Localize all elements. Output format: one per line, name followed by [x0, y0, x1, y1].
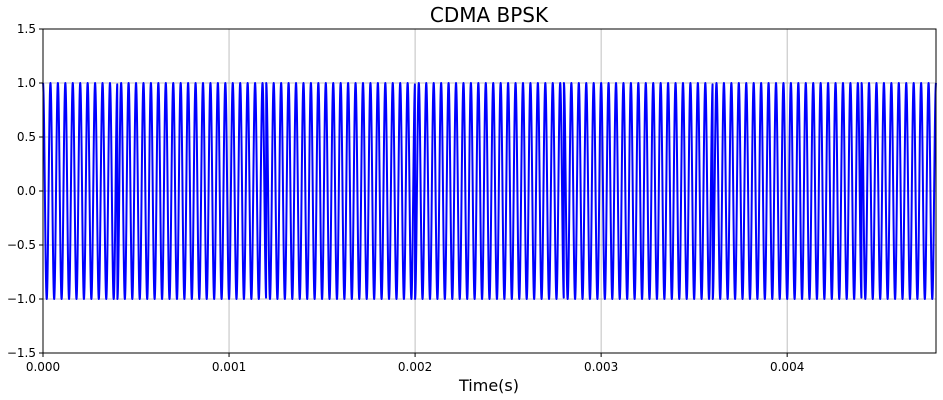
x-axis-ticks: 0.000 0.001 0.002 0.003 0.004	[26, 353, 804, 374]
x-tick-label: 0.003	[584, 360, 618, 374]
x-tick-label: 0.001	[212, 360, 246, 374]
chart-title: CDMA BPSK	[430, 3, 549, 27]
y-tick-label: 0.0	[17, 184, 36, 198]
bpsk-signal-line	[42, 82, 937, 300]
x-axis-label: Time(s)	[458, 376, 519, 395]
y-tick-label: 1.0	[17, 76, 36, 90]
x-tick-label: 0.002	[398, 360, 432, 374]
y-tick-label: −0.5	[7, 238, 36, 252]
signal-series	[42, 82, 937, 300]
x-tick-label: 0.004	[770, 360, 804, 374]
y-tick-label: −1.0	[7, 292, 36, 306]
x-tick-label: 0.000	[26, 360, 60, 374]
grid-lines	[42, 28, 936, 354]
y-axis-ticks: 1.5 1.0 0.5 0.0 −0.5 −1.0 −1.5	[7, 22, 43, 360]
y-tick-label: 0.5	[17, 130, 36, 144]
y-tick-label: −1.5	[7, 346, 36, 360]
y-tick-label: 1.5	[17, 22, 36, 36]
